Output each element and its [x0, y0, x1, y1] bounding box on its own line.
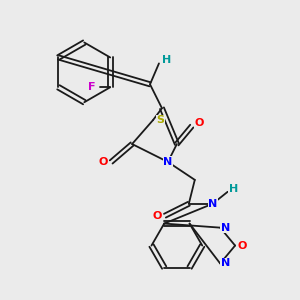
Text: O: O — [195, 118, 204, 128]
Text: H: H — [162, 56, 171, 65]
Text: O: O — [98, 157, 107, 167]
Text: H: H — [229, 184, 238, 194]
Text: N: N — [208, 199, 217, 209]
Text: O: O — [238, 241, 247, 250]
Text: N: N — [163, 157, 172, 167]
Text: F: F — [88, 82, 96, 92]
Text: S: S — [157, 115, 164, 125]
Text: O: O — [153, 211, 162, 221]
Text: N: N — [221, 259, 230, 269]
Text: N: N — [221, 223, 230, 232]
